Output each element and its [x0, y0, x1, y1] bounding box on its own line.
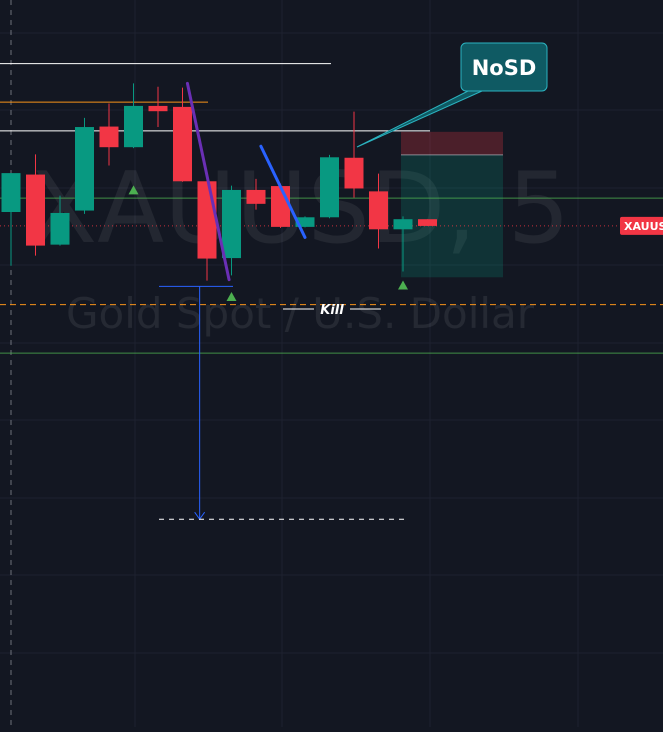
signal-markers [128, 185, 408, 301]
current-price-tag[interactable]: XAUUS [620, 216, 663, 235]
candle [75, 117, 94, 214]
candle [393, 216, 413, 272]
candle-body [344, 157, 364, 189]
price-tag-box [620, 216, 663, 235]
position-tool[interactable] [401, 131, 503, 278]
candle [124, 83, 143, 149]
candle-body [246, 189, 266, 204]
price-tag-label: XAUUS [624, 220, 663, 233]
candle [271, 183, 290, 228]
watermark-symbol: XAUUSD, 5 [30, 152, 570, 266]
blue-trendline[interactable] [259, 144, 307, 239]
candle-body [50, 212, 70, 245]
take-profit-zone[interactable] [401, 154, 503, 278]
candle [344, 111, 364, 198]
callout-box [460, 42, 548, 92]
candle-body [197, 181, 217, 259]
candle-body [75, 127, 94, 211]
candles [1, 83, 437, 281]
buy-signal-marker [398, 280, 408, 290]
candle [418, 219, 437, 226]
candle [222, 185, 241, 276]
candle-body [222, 189, 241, 259]
candle-body [393, 219, 413, 230]
candle-body [1, 173, 21, 212]
callout-text: NoSD [472, 56, 537, 80]
candle-body [369, 191, 388, 230]
candle [99, 103, 119, 166]
candle-body [320, 157, 339, 218]
purple-trendline[interactable] [185, 81, 231, 282]
candle [295, 216, 315, 228]
buy-signal-marker [226, 291, 237, 301]
kill-annotation[interactable]: Kill [283, 303, 381, 318]
candle [50, 195, 70, 246]
candle-body [26, 174, 45, 246]
candle [173, 87, 192, 182]
candle [26, 154, 45, 256]
candle-body [99, 126, 119, 148]
nosd-callout[interactable]: NoSD [356, 42, 548, 148]
candle-body [295, 217, 315, 227]
watermark-description: Gold Spot / U.S. Dollar [66, 289, 535, 338]
candle [320, 154, 339, 219]
stop-loss-zone[interactable] [401, 131, 503, 155]
candle-body [418, 219, 437, 226]
candle-body [148, 105, 168, 112]
candle-body [124, 105, 143, 148]
candle-body [271, 186, 290, 227]
candle [1, 173, 21, 266]
measure-tool[interactable] [159, 285, 405, 521]
candle [148, 86, 168, 128]
candle [369, 173, 388, 249]
candle [246, 178, 266, 210]
kill-label: Kill [320, 303, 344, 318]
trendlines[interactable] [185, 81, 307, 282]
candle-body [173, 106, 192, 182]
buy-signal-marker [128, 185, 139, 195]
